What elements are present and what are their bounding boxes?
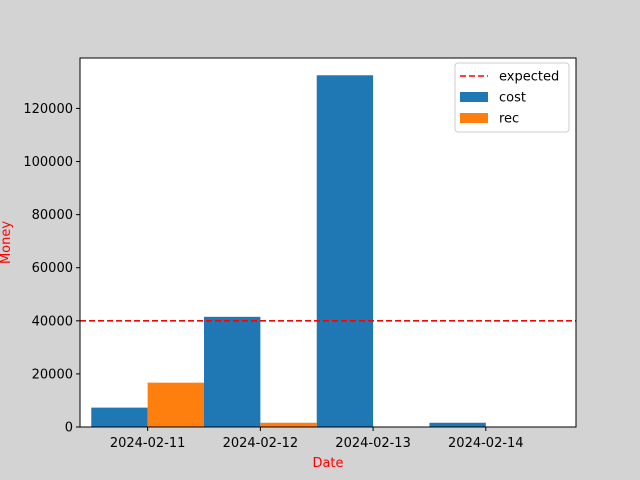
y-tick-label: 100000 — [23, 155, 73, 170]
bar-cost-2024-02-11 — [91, 407, 148, 427]
bar-cost-2024-02-13 — [316, 75, 374, 427]
legend-label-cost: cost — [499, 91, 526, 106]
legend-swatch-rec — [460, 113, 488, 123]
y-tick-label: 60000 — [32, 261, 73, 276]
x-tick-label: 2024-02-13 — [335, 436, 411, 451]
bars-group — [91, 75, 486, 427]
x-axis: 2024-02-11 2024-02-12 2024-02-13 2024-02-14 — [110, 427, 524, 451]
x-axis-label: Date — [312, 456, 343, 471]
y-axis: 0 20000 40000 60000 80000 100000 120000 — [23, 102, 80, 436]
bar-cost-2024-02-12 — [204, 316, 261, 427]
y-tick-label: 120000 — [23, 102, 73, 117]
plot-frame — [79, 57, 577, 428]
x-tick-label: 2024-02-14 — [448, 436, 524, 451]
legend-label-expected: expected — [499, 70, 559, 85]
y-tick-label: 80000 — [32, 208, 73, 223]
legend: expected cost rec — [454, 62, 570, 133]
legend-swatch-cost — [460, 92, 488, 102]
y-tick-label: 0 — [65, 421, 73, 436]
x-tick-label: 2024-02-12 — [223, 436, 299, 451]
legend-label-rec: rec — [499, 112, 519, 127]
y-axis-label: Money — [0, 221, 14, 264]
bar-rec-2024-02-11 — [147, 382, 204, 427]
bar-rec-2024-02-12 — [260, 422, 317, 427]
y-tick-label: 40000 — [32, 314, 73, 329]
bar-cost-2024-02-14 — [429, 422, 486, 427]
x-tick-label: 2024-02-11 — [110, 436, 186, 451]
y-tick-label: 20000 — [32, 367, 73, 382]
